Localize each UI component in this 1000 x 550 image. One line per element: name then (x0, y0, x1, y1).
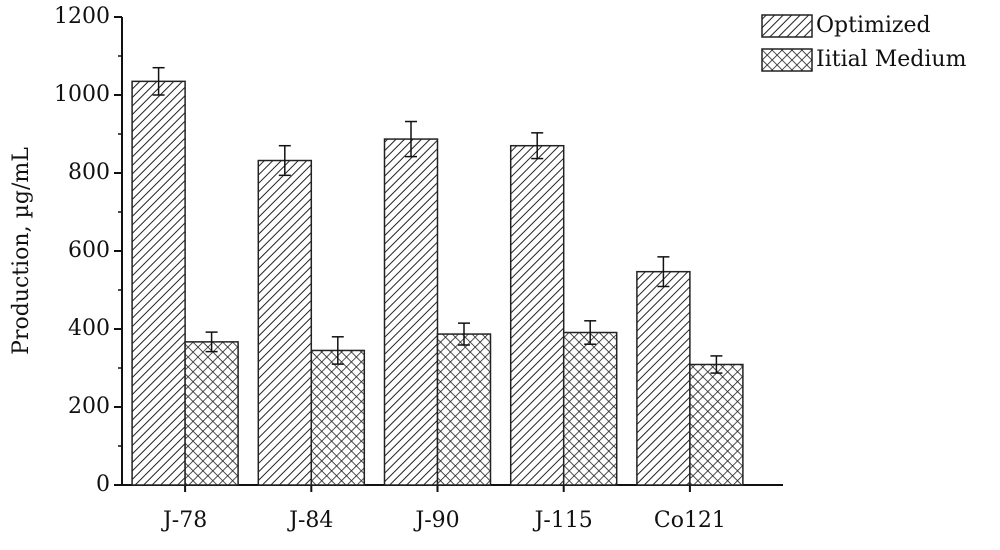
error-bar (584, 320, 597, 345)
y-tick-label: 0 (96, 472, 110, 497)
error-bar (205, 331, 218, 353)
y-tick-label: 1200 (54, 4, 110, 29)
bar (184, 341, 239, 486)
error-bar (405, 120, 417, 158)
bar (131, 80, 186, 486)
y-axis-label: Production, µg/mL (9, 147, 34, 355)
x-tick-label: J-84 (287, 508, 333, 533)
error-bar (458, 322, 470, 346)
bar (689, 363, 744, 486)
error-bar (710, 355, 723, 374)
x-tick-label: J-90 (413, 508, 459, 533)
bar (562, 331, 618, 486)
bar (383, 138, 439, 486)
bar (257, 159, 313, 486)
legend-label: Optimized (816, 13, 931, 38)
y-tick-label: 600 (68, 238, 110, 263)
error-bar (152, 66, 165, 96)
y-tick-label: 1000 (54, 82, 110, 107)
y-tick-label: 400 (68, 316, 110, 341)
legend-label: Iitial Medium (816, 47, 967, 72)
bar (509, 144, 565, 486)
error-bar (331, 336, 344, 365)
legend-swatch (761, 14, 813, 38)
bar (310, 349, 366, 486)
error-bar (531, 132, 544, 160)
x-tick-label: Co121 (654, 508, 726, 533)
y-tick-label: 200 (68, 394, 110, 419)
y-tick-label: 800 (68, 160, 110, 185)
bar (636, 270, 691, 486)
x-tick-label: J-78 (161, 508, 207, 533)
legend-swatch (761, 48, 813, 72)
bar (436, 333, 492, 486)
error-bar (657, 256, 670, 288)
x-tick-label: J-115 (533, 508, 593, 533)
error-bar (278, 144, 291, 177)
